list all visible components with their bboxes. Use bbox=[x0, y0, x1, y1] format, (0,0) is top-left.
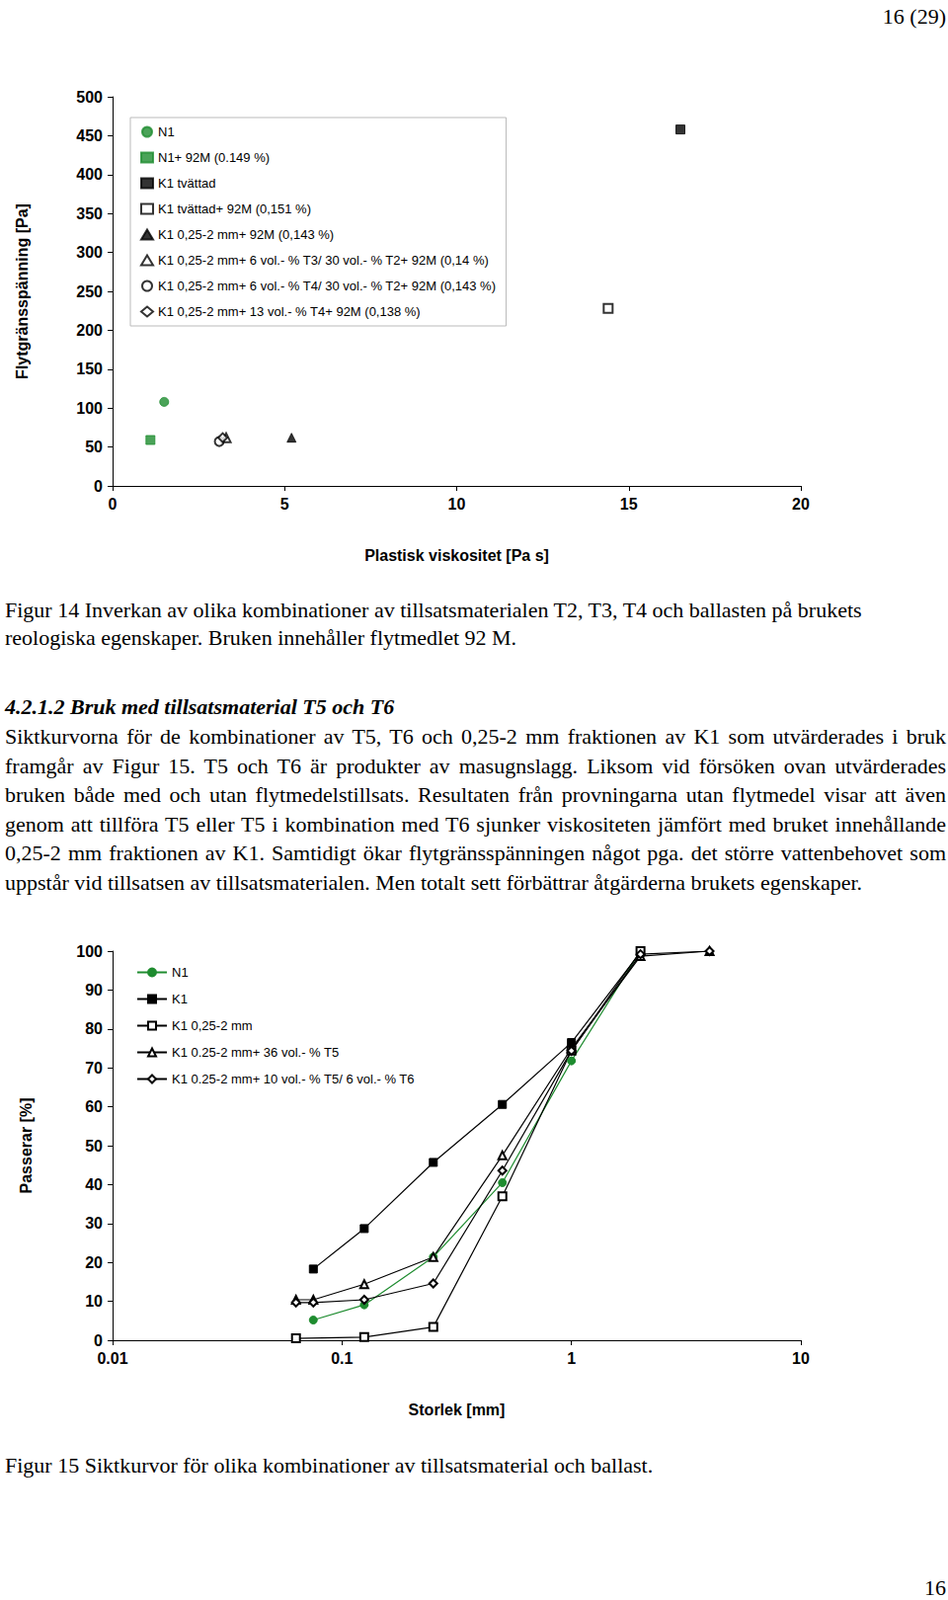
svg-text:30: 30 bbox=[84, 1214, 103, 1232]
html-text:16: 16 bbox=[924, 1575, 947, 1600]
svg-text:250: 250 bbox=[76, 283, 103, 301]
html-text:4.2.1.2 Bruk med tillsatsmater: 4.2.1.2 Bruk med tillsatsmaterial T5 och… bbox=[4, 694, 395, 719]
svg-text:0: 0 bbox=[93, 477, 103, 495]
svg-text:10: 10 bbox=[448, 495, 467, 513]
svg-text:15: 15 bbox=[620, 495, 638, 513]
svg-text:20: 20 bbox=[84, 1254, 103, 1271]
svg-text:0.01: 0.01 bbox=[96, 1349, 128, 1367]
svg-text:50: 50 bbox=[84, 438, 103, 456]
svg-text:150: 150 bbox=[76, 360, 103, 378]
svg-text:1: 1 bbox=[566, 1349, 576, 1367]
svg-text:K1 tvättad+ 92M (0,151 %): K1 tvättad+ 92M (0,151 %) bbox=[158, 201, 312, 217]
svg-text:500: 500 bbox=[76, 88, 103, 106]
svg-text:80: 80 bbox=[84, 1020, 103, 1037]
svg-text:N1+ 92M (0.149 %): N1+ 92M (0.149 %) bbox=[158, 150, 270, 165]
html-text:Figur 15 Siktkurvor för olika: Figur 15 Siktkurvor för olika kombinatio… bbox=[4, 1452, 653, 1478]
svg-text:450: 450 bbox=[76, 127, 103, 145]
svg-text:50: 50 bbox=[84, 1137, 103, 1155]
svg-text:10: 10 bbox=[791, 1349, 810, 1367]
svg-text:Storlek [mm]: Storlek [mm] bbox=[408, 1401, 506, 1419]
svg-text:K1 0,25-2 mm+ 92M (0,143 %): K1 0,25-2 mm+ 92M (0,143 %) bbox=[158, 227, 334, 242]
svg-text:K1: K1 bbox=[171, 991, 188, 1007]
svg-text:40: 40 bbox=[84, 1176, 103, 1193]
svg-text:350: 350 bbox=[76, 205, 103, 223]
svg-text:K1 tvättad: K1 tvättad bbox=[158, 175, 217, 191]
svg-text:100: 100 bbox=[76, 943, 103, 960]
html-text:Siktkurvorna för de kombinatio: Siktkurvorna för de kombinationer av T5,… bbox=[4, 723, 947, 895]
svg-text:200: 200 bbox=[76, 321, 103, 339]
svg-text:300: 300 bbox=[76, 243, 103, 261]
svg-text:10: 10 bbox=[84, 1292, 103, 1310]
svg-text:70: 70 bbox=[84, 1059, 103, 1077]
svg-text:N1: N1 bbox=[171, 964, 189, 980]
svg-text:0: 0 bbox=[108, 495, 118, 513]
svg-text:Plastisk viskositet [Pa s]: Plastisk viskositet [Pa s] bbox=[364, 547, 550, 564]
svg-text:0: 0 bbox=[93, 1332, 103, 1349]
svg-text:0.1: 0.1 bbox=[330, 1349, 353, 1367]
svg-text:Passerar [%]: Passerar [%] bbox=[17, 1098, 35, 1194]
svg-text:400: 400 bbox=[76, 165, 103, 183]
svg-text:K1 0,25-2 mm+ 6 vol.- % T4/ 30: K1 0,25-2 mm+ 6 vol.- % T4/ 30 vol.- % T… bbox=[158, 278, 496, 294]
svg-text:60: 60 bbox=[84, 1098, 103, 1115]
svg-text:K1 0.25-2 mm+ 36 vol.- % T5: K1 0.25-2 mm+ 36 vol.- % T5 bbox=[171, 1044, 339, 1060]
svg-text:K1 0,25-2 mm: K1 0,25-2 mm bbox=[171, 1018, 253, 1033]
svg-text:5: 5 bbox=[280, 495, 290, 513]
svg-text:90: 90 bbox=[84, 981, 103, 999]
html-text:16 (29): 16 (29) bbox=[882, 3, 947, 29]
svg-text:K1 0.25-2 mm+ 10 vol.- % T5/ 6: K1 0.25-2 mm+ 10 vol.- % T5/ 6 vol.- % T… bbox=[171, 1071, 415, 1087]
svg-text:20: 20 bbox=[791, 495, 810, 513]
svg-text:K1 0,25-2 mm+ 6 vol.- % T3/ 30: K1 0,25-2 mm+ 6 vol.- % T3/ 30 vol.- % T… bbox=[158, 252, 489, 268]
html-text:Figur 14 Inverkan av olika kom: Figur 14 Inverkan av olika kombinationer… bbox=[4, 597, 862, 650]
svg-text:100: 100 bbox=[76, 399, 103, 417]
svg-text:K1 0,25-2 mm+ 13 vol.- % T4+ 9: K1 0,25-2 mm+ 13 vol.- % T4+ 92M (0,138 … bbox=[158, 304, 421, 319]
svg-text:Flytgränsspänning [Pa]: Flytgränsspänning [Pa] bbox=[13, 203, 31, 380]
svg-text:N1: N1 bbox=[158, 124, 175, 140]
